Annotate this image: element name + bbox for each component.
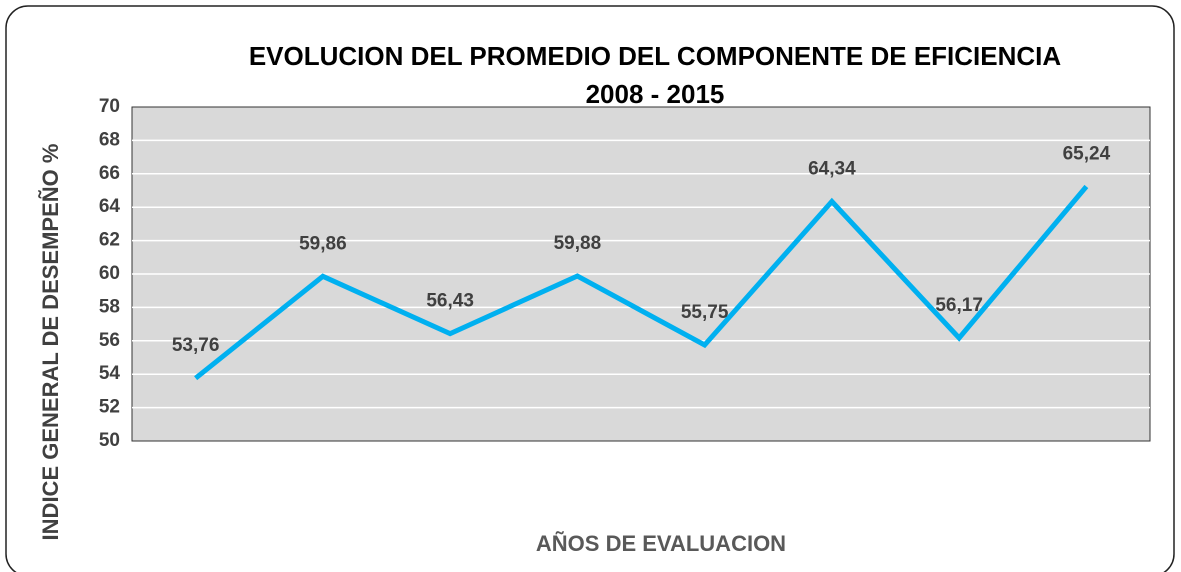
data-label: 56,17 bbox=[935, 295, 983, 316]
y-tick-label: 60 bbox=[99, 263, 120, 284]
y-tick-label: 56 bbox=[99, 330, 120, 351]
data-label: 55,75 bbox=[681, 302, 729, 323]
series-line bbox=[194, 184, 1089, 381]
data-label: 59,88 bbox=[554, 233, 602, 254]
x-axis-label: AÑOS DE EVALUACION bbox=[536, 531, 786, 556]
data-label: 53,76 bbox=[172, 335, 220, 356]
data-label: 56,43 bbox=[426, 291, 474, 312]
y-tick-label: 70 bbox=[99, 96, 120, 117]
data-label: 64,34 bbox=[808, 159, 856, 180]
y-tick-label: 58 bbox=[99, 296, 120, 317]
y-tick-label: 52 bbox=[99, 397, 120, 418]
data-label: 59,86 bbox=[299, 233, 347, 254]
y-axis-label: INDICE GENERAL DE DESEMPEÑO % bbox=[38, 144, 63, 541]
y-tick-label: 62 bbox=[99, 230, 120, 251]
y-tick-label: 64 bbox=[99, 196, 121, 217]
y-tick-label: 68 bbox=[99, 129, 120, 150]
y-tick-label: 66 bbox=[99, 163, 120, 184]
data-label: 65,24 bbox=[1063, 144, 1111, 165]
chart-title: 2008 - 2015 bbox=[586, 79, 725, 109]
chart-title: EVOLUCION DEL PROMEDIO DEL COMPONENTE DE… bbox=[249, 41, 1062, 71]
y-tick-label: 54 bbox=[99, 363, 121, 384]
y-tick-label: 50 bbox=[99, 430, 120, 451]
